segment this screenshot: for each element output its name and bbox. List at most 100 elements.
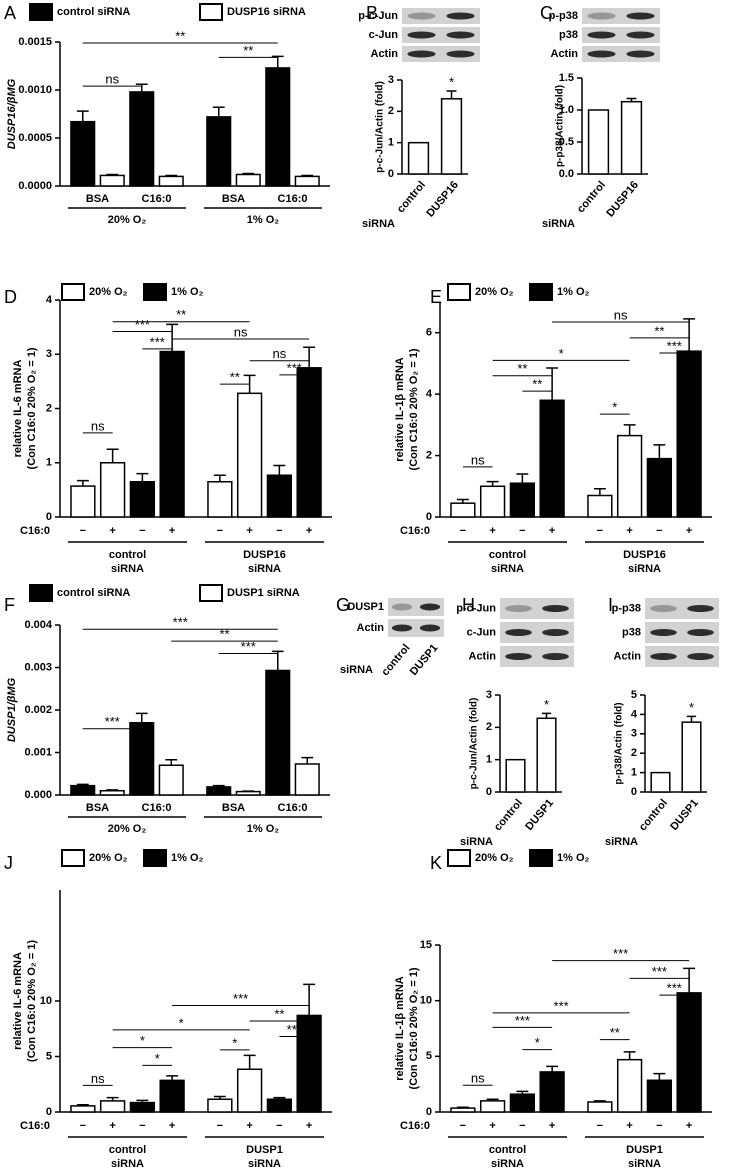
y-tick-label: 2 xyxy=(46,402,52,414)
x-tick-label: DUSP1 xyxy=(523,797,556,833)
group-label: 20% O₂ xyxy=(108,823,147,835)
significance: ** xyxy=(610,1025,620,1040)
x-tick-label: control xyxy=(575,179,608,215)
bar xyxy=(99,174,125,187)
bar xyxy=(450,1107,476,1113)
x-tick-label: control xyxy=(379,642,412,678)
y-tick-label: 0 xyxy=(46,511,52,523)
bar xyxy=(129,480,156,518)
bar xyxy=(450,502,476,518)
blot-band xyxy=(626,12,655,20)
bar xyxy=(129,722,155,796)
blot-label: DUSP1 xyxy=(347,601,384,613)
blot-band xyxy=(391,603,413,611)
error-bar xyxy=(541,712,552,719)
x-tick-label: DUSP1 xyxy=(408,642,441,678)
bar xyxy=(620,100,643,175)
x-tick-label: − xyxy=(597,1120,603,1132)
blot-strip xyxy=(388,598,444,616)
y-tick-label: 2 xyxy=(388,105,394,117)
error-bar xyxy=(653,1072,666,1081)
blot-label: Actin xyxy=(357,622,385,634)
significance: *** xyxy=(241,639,256,654)
significance: ** xyxy=(532,377,542,392)
blot-band xyxy=(650,605,677,612)
bar xyxy=(646,457,673,518)
y-tick-label: 2 xyxy=(631,747,637,759)
legend-swatch xyxy=(61,283,85,301)
group-label: siRNA xyxy=(248,563,281,575)
blot-band xyxy=(419,603,441,611)
legend-swatch xyxy=(447,849,471,867)
x-tick-label: + xyxy=(306,525,312,537)
x-tick-label: − xyxy=(139,525,145,537)
blot-band xyxy=(505,629,532,636)
legend-swatch xyxy=(199,584,223,602)
significance: * xyxy=(155,1051,160,1066)
significance: *** xyxy=(135,317,150,332)
bar xyxy=(265,67,291,187)
error-bar xyxy=(106,789,119,791)
error-bar xyxy=(242,172,255,175)
bar xyxy=(99,1100,126,1113)
group-label: siRNA xyxy=(628,1158,661,1170)
error-bar xyxy=(135,712,148,723)
significance: *** xyxy=(652,964,667,979)
error-bar xyxy=(166,323,179,352)
significance: *** xyxy=(150,334,165,349)
x-tick-label: BSA xyxy=(86,802,109,814)
y-tick-label: 4 xyxy=(631,708,638,720)
panel-letter: F xyxy=(4,595,15,615)
x-tick-label: BSA xyxy=(222,193,245,205)
error-bar xyxy=(303,346,316,368)
blot-band xyxy=(446,50,475,58)
legend-label: 1% O₂ xyxy=(557,852,590,864)
y-axis-label: DUSP1/βMG xyxy=(6,677,18,742)
y-tick-label: 3 xyxy=(388,74,394,86)
significance: ** xyxy=(230,370,240,385)
x-tick-label: DUSP1 xyxy=(668,797,701,833)
bar xyxy=(587,109,610,175)
significance: *** xyxy=(173,615,188,630)
significance: ** xyxy=(654,323,664,338)
error-bar xyxy=(76,783,89,786)
blot-strip xyxy=(500,622,574,643)
blot-band xyxy=(687,629,714,636)
significance: *** xyxy=(287,1022,302,1037)
legend-label: 20% O₂ xyxy=(475,286,514,298)
bar xyxy=(236,1068,263,1113)
bar xyxy=(266,474,293,518)
x-tick-label: − xyxy=(656,525,662,537)
bar xyxy=(296,367,322,518)
significance: ** xyxy=(176,307,186,322)
error-bar xyxy=(76,479,89,487)
y-tick-label: 6 xyxy=(426,327,432,339)
y-tick-label: 15 xyxy=(420,939,432,951)
error-bar xyxy=(106,173,119,176)
bar xyxy=(158,764,184,796)
x-tick-label: + xyxy=(489,1120,495,1132)
legend-label: 1% O₂ xyxy=(557,286,590,298)
x-tick-label: C16:0 xyxy=(278,193,308,205)
legend-swatch xyxy=(143,283,167,301)
y-axis-label: (Con C16:0 20% O₂ = 1) xyxy=(26,347,38,469)
blot-label: Actin xyxy=(371,48,399,60)
significance: ** xyxy=(274,1006,284,1021)
blot-band xyxy=(587,31,616,39)
bar xyxy=(479,1100,506,1113)
x-tick-label: − xyxy=(460,525,466,537)
legend-label: DUSP1 siRNA xyxy=(227,587,300,599)
blot-label: p-p38 xyxy=(549,10,578,22)
bar xyxy=(266,1098,293,1113)
error-bar xyxy=(212,106,225,117)
bar xyxy=(158,175,184,187)
bar xyxy=(265,669,291,796)
bar xyxy=(99,462,126,518)
blot-band xyxy=(542,629,569,636)
bar xyxy=(159,350,185,518)
x-tick-label: C16:0 xyxy=(278,802,308,814)
error-bar xyxy=(212,784,225,787)
y-tick-label: 4 xyxy=(426,388,433,400)
error-bar xyxy=(271,55,284,68)
error-bar xyxy=(456,498,469,504)
